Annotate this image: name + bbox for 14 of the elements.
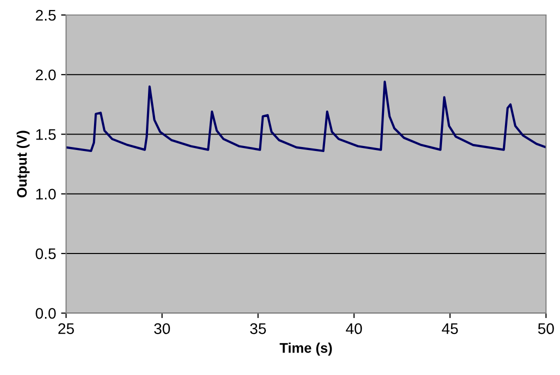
- x-tick-label: 40: [346, 323, 362, 334]
- y-tick-label: 1.5: [36, 129, 56, 140]
- y-tick-label: 0.5: [36, 248, 56, 260]
- y-tick-label: 0.0: [36, 308, 56, 319]
- y-axis-title: Output (V): [16, 130, 30, 198]
- y-tick-label: 2.0: [36, 69, 56, 80]
- x-tick-label: 35: [250, 323, 266, 334]
- x-tick-label: 45: [442, 323, 458, 334]
- y-tick-label: 1.0: [36, 188, 56, 200]
- x-axis-title: Time (s): [280, 342, 332, 356]
- x-tick-label: 30: [154, 323, 170, 334]
- x-tick-label: 50: [538, 323, 554, 334]
- y-tick-label: 2.5: [36, 10, 56, 21]
- x-tick-label: 25: [58, 323, 74, 334]
